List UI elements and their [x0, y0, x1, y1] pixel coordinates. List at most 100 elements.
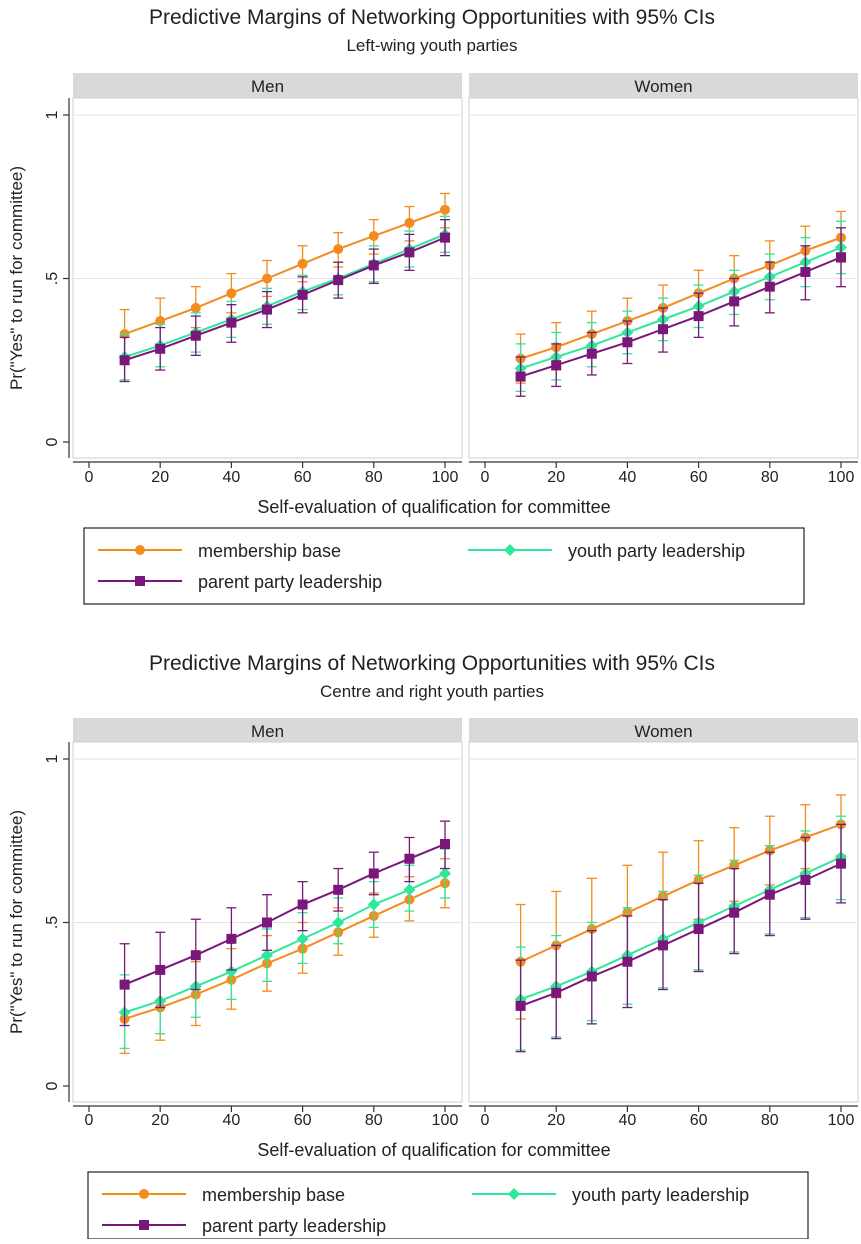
legend-label: parent party leadership — [198, 572, 382, 592]
data-point — [333, 884, 344, 895]
series-line — [124, 208, 446, 336]
series-line — [124, 236, 446, 362]
data-point — [403, 883, 416, 896]
legend-label: parent party leadership — [202, 1216, 386, 1236]
panel-men: Men 0 20 40 60 80 100 0 .5 1 — [44, 718, 463, 1129]
x-tick-label: 40 — [223, 1112, 241, 1129]
data-point — [297, 289, 308, 300]
legend-label: membership base — [198, 541, 341, 561]
data-point — [515, 1000, 526, 1011]
data-point — [764, 281, 775, 292]
x-tick-label: 60 — [690, 469, 708, 486]
series-parent — [119, 218, 450, 383]
series-parent — [515, 823, 846, 1053]
x-axis-title: Self-evaluation of qualification for com… — [257, 497, 610, 517]
panel-header — [73, 718, 462, 743]
legend: membership base youth party leadership par… — [87, 1171, 809, 1240]
legend-entry-membership: membership base — [98, 541, 341, 561]
data-point — [404, 247, 415, 258]
series-line — [520, 856, 842, 1001]
y-tick-label: 1 — [44, 754, 61, 763]
series-line — [124, 882, 446, 1020]
panel-header-label: Men — [251, 77, 284, 96]
data-point — [155, 343, 166, 354]
x-tick-label: 0 — [85, 469, 94, 486]
x-tick-label: 0 — [481, 1112, 490, 1129]
y-tick-label: 0 — [44, 1081, 61, 1090]
data-point — [836, 252, 846, 263]
y-tick-label: .5 — [44, 916, 61, 929]
chart-title: Predictive Margins of Networking Opportu… — [149, 652, 715, 675]
data-point — [836, 858, 846, 869]
y-tick-label: 1 — [44, 110, 61, 119]
data-point — [226, 317, 237, 328]
panel-women: Women 0 20 40 60 80 100 — [468, 73, 859, 486]
legend-marker — [135, 576, 145, 586]
data-point — [190, 302, 201, 313]
x-tick-label: 20 — [151, 469, 169, 486]
legend-marker — [508, 1188, 520, 1200]
data-point — [368, 230, 379, 241]
data-point — [800, 874, 811, 885]
legend-marker — [139, 1220, 149, 1230]
panel-header-label: Women — [634, 77, 692, 96]
data-point — [297, 899, 308, 910]
data-point — [440, 839, 450, 850]
data-point — [261, 949, 273, 962]
data-point — [190, 950, 201, 961]
x-axis-title: Self-evaluation of qualification for com… — [257, 1140, 610, 1160]
data-point — [333, 244, 344, 255]
data-point — [262, 917, 272, 928]
chart-block-1: Predictive Margins of Networking Opportu… — [7, 6, 859, 605]
data-point — [764, 889, 775, 900]
series-membership — [119, 192, 450, 358]
data-point — [551, 360, 562, 371]
data-point — [368, 868, 379, 879]
data-point — [440, 232, 450, 243]
data-point — [551, 987, 562, 998]
chart-subtitle: Left-wing youth parties — [346, 36, 517, 55]
legend-marker — [504, 544, 516, 556]
panel-men: Men 0 20 40 60 80 100 0 .5 1 — [44, 73, 463, 486]
y-tick-label: 0 — [44, 437, 61, 446]
series-line — [124, 843, 446, 986]
legend-label: youth party leadership — [572, 1185, 749, 1205]
panel-header-label: Women — [634, 722, 692, 741]
series-parent — [515, 227, 846, 397]
panel-header — [469, 73, 858, 98]
y-tick-label: .5 — [44, 272, 61, 285]
data-point — [693, 311, 704, 322]
x-tick-label: 40 — [619, 1112, 637, 1129]
x-tick-label: 20 — [547, 469, 565, 486]
data-point — [729, 907, 740, 918]
panel-women: Women 0 20 40 60 80 100 — [468, 718, 859, 1129]
legend-marker — [139, 1189, 149, 1199]
x-tick-label: 40 — [619, 469, 637, 486]
series-line — [520, 236, 842, 360]
data-point — [155, 964, 166, 975]
x-tick-label: 20 — [547, 1112, 565, 1129]
series-line — [124, 233, 446, 358]
x-tick-label: 60 — [294, 1112, 312, 1129]
x-tick-label: 40 — [223, 469, 241, 486]
data-point — [262, 273, 272, 284]
series-line — [520, 256, 842, 378]
data-point — [333, 275, 344, 286]
legend-entry-parent: parent party leadership — [98, 572, 382, 592]
data-point — [404, 217, 415, 228]
data-point — [439, 867, 451, 880]
chart-title: Predictive Margins of Networking Opportu… — [149, 6, 715, 29]
data-point — [296, 932, 309, 945]
x-tick-label: 80 — [365, 469, 383, 486]
x-tick-label: 20 — [151, 1112, 169, 1129]
x-tick-label: 100 — [432, 469, 459, 486]
data-point — [226, 933, 237, 944]
data-point — [729, 296, 740, 307]
legend-entry-youth: youth party leadership — [468, 541, 745, 561]
data-point — [190, 330, 201, 341]
data-point — [658, 324, 668, 335]
x-tick-label: 100 — [828, 1112, 855, 1129]
data-point — [586, 348, 597, 359]
panel-header — [73, 73, 462, 98]
